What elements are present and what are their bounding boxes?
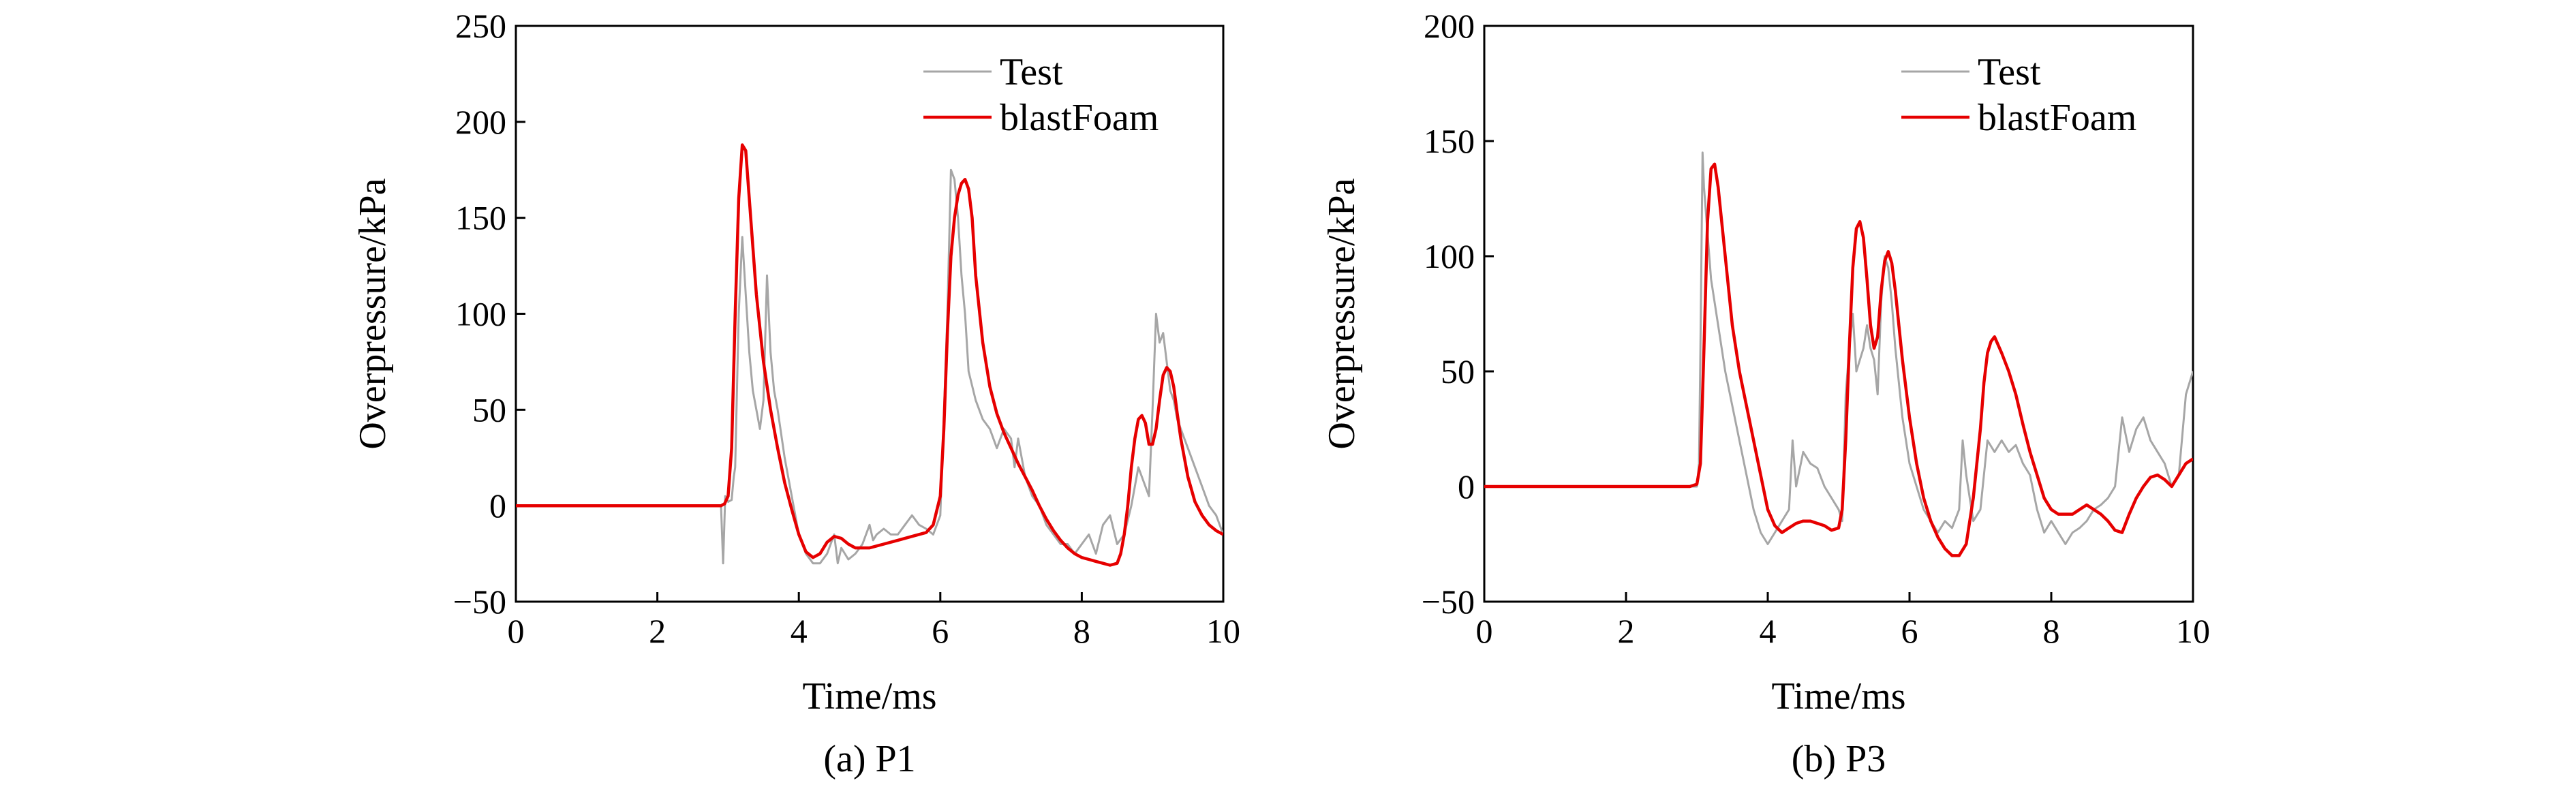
x-axis-label: Time/ms xyxy=(1771,675,1905,717)
series-line-test xyxy=(1484,151,2193,545)
legend-label: blastFoam xyxy=(1000,97,1159,139)
y-tick-label: 0 xyxy=(489,487,506,525)
panel-caption: (b) P3 xyxy=(1792,738,1886,780)
panel-caption: (a) P1 xyxy=(823,738,915,780)
y-tick-label: 100 xyxy=(1424,237,1475,275)
x-tick-label: 0 xyxy=(1476,612,1493,650)
y-tick-label: −50 xyxy=(453,583,506,621)
x-tick-label: 4 xyxy=(791,612,808,650)
x-tick-label: 8 xyxy=(2043,612,2060,650)
series-line-blastfoam xyxy=(1484,162,2193,557)
series-line-test xyxy=(516,168,1223,565)
x-tick-label: 4 xyxy=(1760,612,1777,650)
y-tick-label: 50 xyxy=(1441,352,1475,390)
y-tick-label: 150 xyxy=(455,199,506,237)
y-axis-label: Overpressure/kPa xyxy=(1321,178,1363,449)
x-axis-label: Time/ms xyxy=(802,675,936,717)
x-tick-label: 10 xyxy=(2176,612,2210,650)
x-tick-label: 0 xyxy=(508,612,525,650)
y-tick-label: −50 xyxy=(1422,583,1475,621)
x-tick-label: 2 xyxy=(1618,612,1635,650)
chart-panel-b: 0 2 4 6 8 10−50050100150200Time/msOverpressur… xyxy=(1321,7,2210,780)
series-line-blastfoam xyxy=(516,143,1223,567)
x-tick-label: 6 xyxy=(932,612,949,650)
y-tick-label: 0 xyxy=(1458,467,1475,506)
y-tick-label: 250 xyxy=(455,7,506,45)
x-tick-label: 6 xyxy=(1901,612,1918,650)
y-tick-label: 200 xyxy=(1424,7,1475,45)
chart-panel-a: 0 2 4 6 8 10−50050100150200250Time/msOverpres… xyxy=(352,7,1240,780)
y-tick-label: 200 xyxy=(455,103,506,141)
y-axis-label: Overpressure/kPa xyxy=(352,178,394,449)
y-tick-label: 50 xyxy=(472,390,506,429)
plot-frame xyxy=(1483,25,2194,603)
x-tick-label: 8 xyxy=(1073,612,1090,650)
x-tick-label: 2 xyxy=(649,612,666,650)
legend-label: blastFoam xyxy=(1978,97,2136,139)
legend-label: Test xyxy=(1000,51,1063,93)
y-tick-label: 100 xyxy=(455,295,506,333)
legend-label: Test xyxy=(1978,51,2041,93)
x-tick-label: 10 xyxy=(1206,612,1240,650)
y-tick-label: 150 xyxy=(1424,122,1475,160)
